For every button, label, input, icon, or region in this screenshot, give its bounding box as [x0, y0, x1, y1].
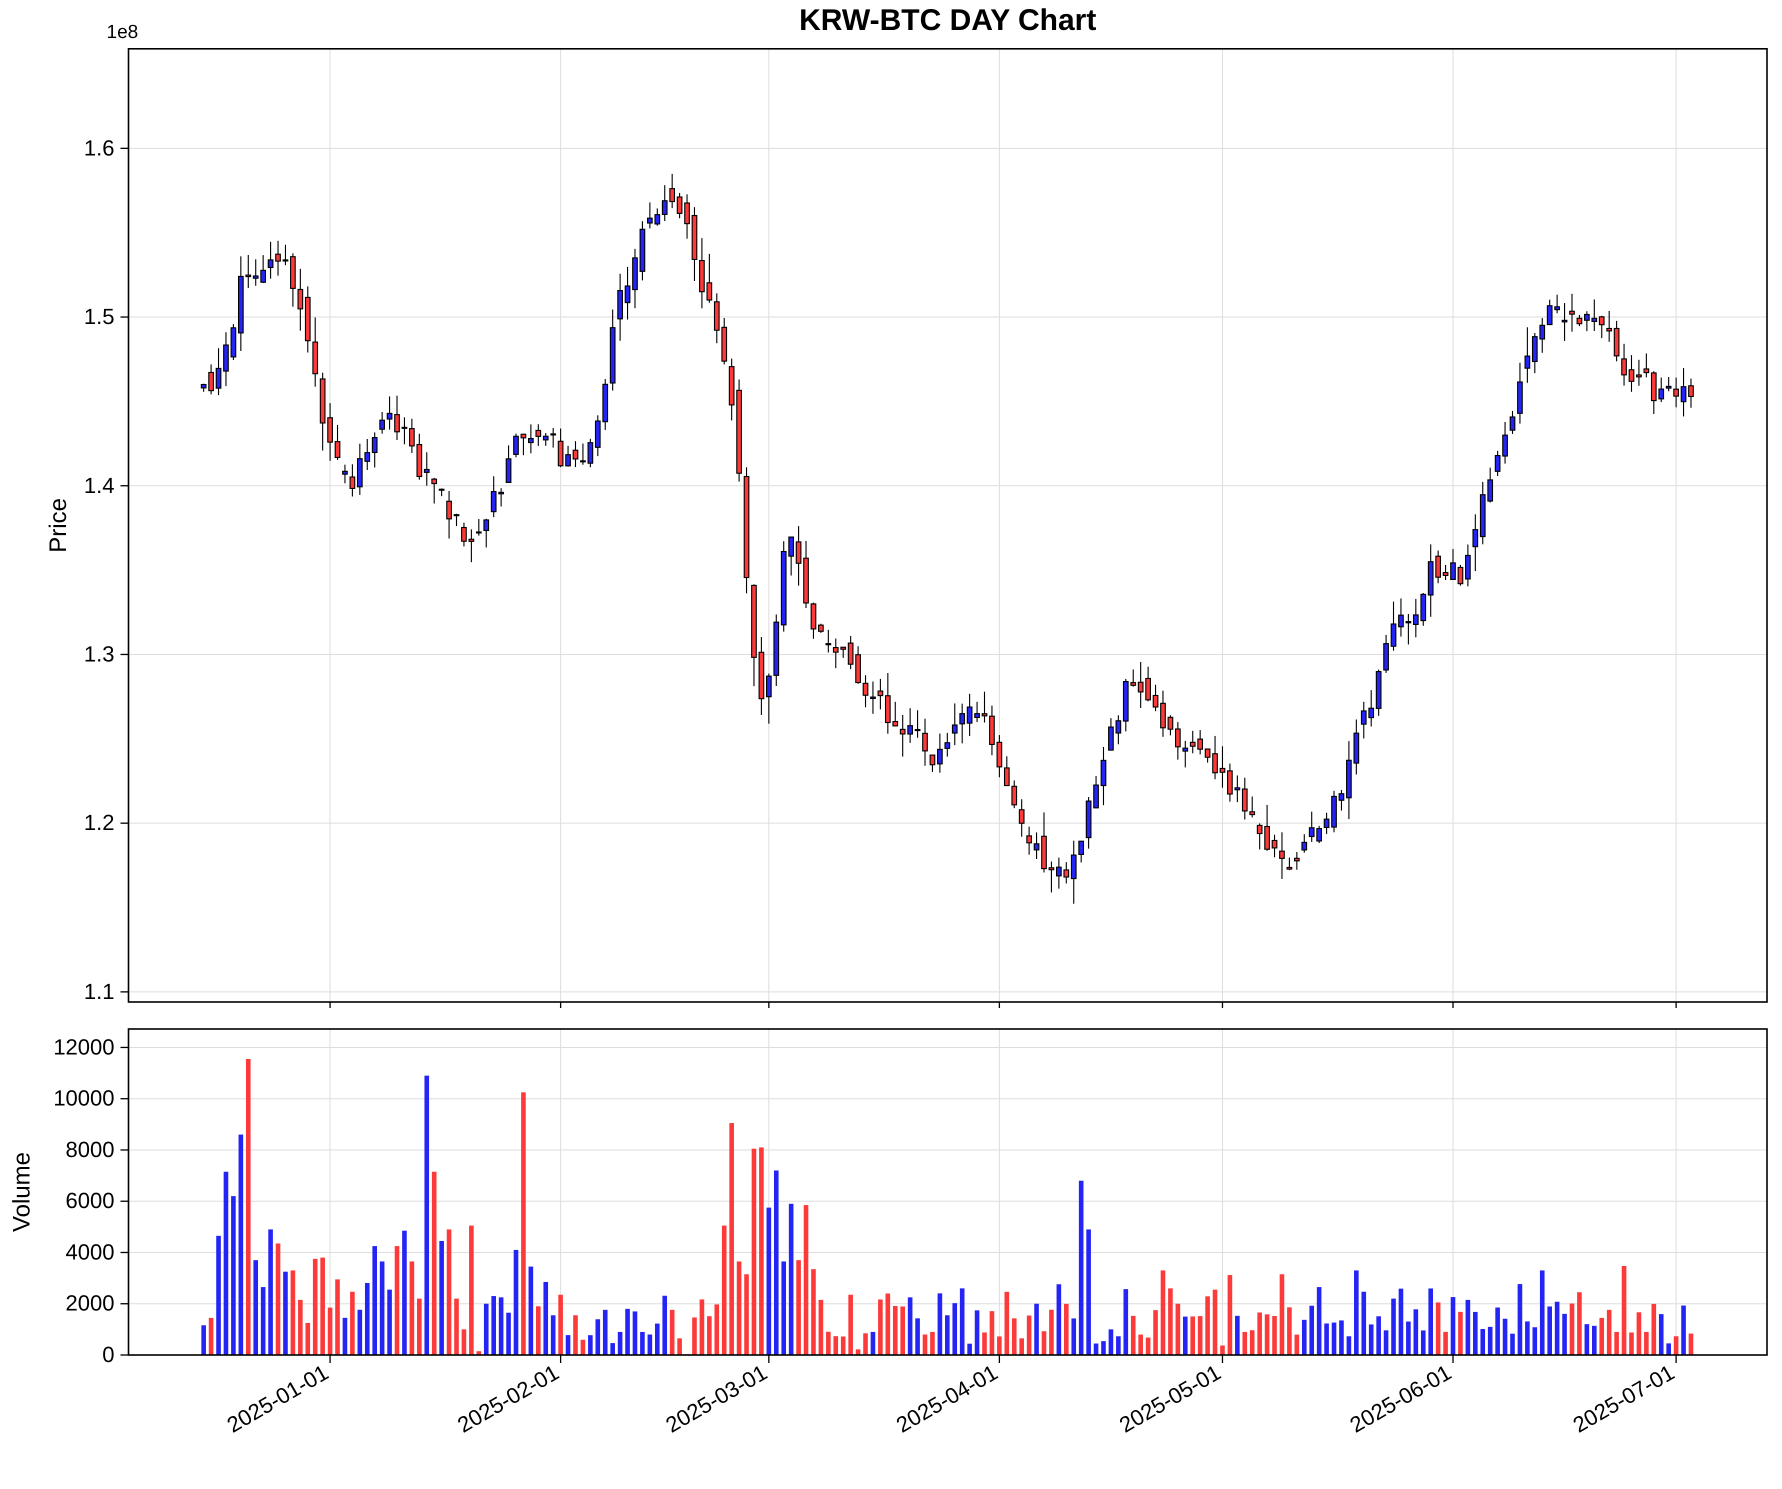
svg-text:10000: 10000: [53, 1086, 114, 1111]
svg-text:1.5: 1.5: [84, 304, 115, 329]
svg-text:12000: 12000: [53, 1034, 114, 1059]
svg-text:1e8: 1e8: [107, 22, 139, 43]
svg-text:Volume: Volume: [9, 1152, 36, 1232]
svg-text:KRW-BTC DAY Chart: KRW-BTC DAY Chart: [799, 4, 1096, 37]
svg-text:Price: Price: [45, 498, 72, 553]
svg-text:1.4: 1.4: [84, 473, 115, 498]
svg-text:1.2: 1.2: [84, 810, 115, 835]
svg-text:0: 0: [102, 1342, 114, 1367]
svg-text:6000: 6000: [66, 1188, 115, 1213]
svg-text:8000: 8000: [66, 1137, 115, 1162]
svg-text:4000: 4000: [66, 1239, 115, 1264]
svg-text:1.1: 1.1: [84, 979, 115, 1004]
svg-text:2000: 2000: [66, 1291, 115, 1316]
svg-text:1.6: 1.6: [84, 135, 115, 160]
svg-text:1.3: 1.3: [84, 641, 115, 666]
